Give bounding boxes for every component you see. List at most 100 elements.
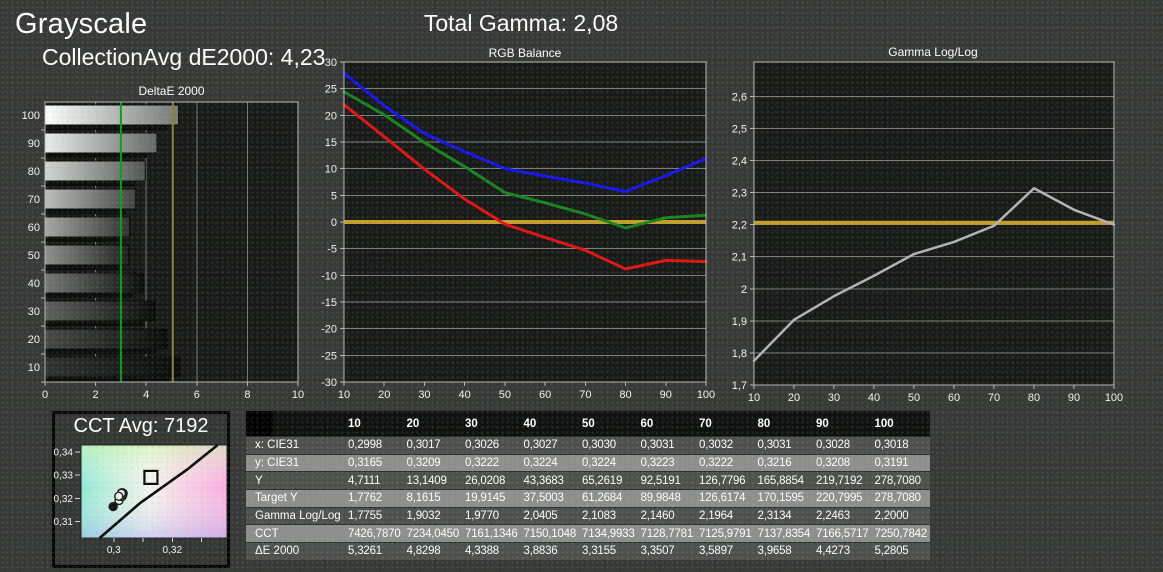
table-row: x: CIE31 0,2998 0,3017 0,3026 0,3027 0,3030 0,… — [246, 436, 930, 454]
table-cell: 0,3031 — [757, 439, 792, 452]
table-cell: 278,7080 — [874, 474, 922, 487]
svg-text:-20: -20 — [321, 324, 337, 336]
svg-text:4: 4 — [143, 389, 149, 401]
svg-text:1,8: 1,8 — [732, 348, 747, 360]
svg-text:10: 10 — [748, 392, 760, 404]
gamma-chart-title: Gamma Log/Log — [888, 45, 978, 59]
svg-text:90: 90 — [28, 138, 40, 150]
table-cell: 0,3209 — [406, 457, 441, 470]
table-cell: 165,8854 — [757, 474, 805, 487]
svg-text:0: 0 — [42, 389, 48, 401]
svg-text:2,5: 2,5 — [732, 123, 747, 135]
table-cell: 0,3165 — [348, 457, 382, 470]
svg-text:0,3: 0,3 — [107, 545, 121, 556]
svg-text:-15: -15 — [321, 297, 337, 309]
svg-text:30: 30 — [418, 389, 430, 401]
table-cell: 19,9145 — [465, 492, 506, 505]
svg-text:0,32: 0,32 — [163, 545, 183, 556]
table-cell: 3,8836 — [523, 545, 558, 558]
row-label: Gamma Log/Log — [255, 510, 341, 523]
table-cell: 0,3017 — [406, 439, 441, 452]
svg-text:70: 70 — [579, 389, 591, 401]
table-cell: 7134,9933 — [582, 527, 635, 540]
svg-text:50: 50 — [499, 389, 511, 401]
table-row: Target Y 1,7762 8,1615 19,9145 37,5003 61,268… — [246, 489, 930, 507]
table-cell: 0,3224 — [582, 457, 616, 470]
svg-text:100: 100 — [1105, 392, 1123, 404]
table-cell: 2,1083 — [582, 510, 616, 523]
row-label: y: CIE31 — [255, 457, 300, 470]
target-white-point-marker — [143, 469, 159, 485]
svg-text:30: 30 — [325, 57, 337, 69]
table-cell: 278,7080 — [874, 492, 922, 505]
svg-text:-5: -5 — [327, 244, 337, 256]
svg-text:70: 70 — [988, 392, 1000, 404]
svg-text:2,1: 2,1 — [732, 252, 747, 264]
column-header: 80 — [757, 417, 771, 430]
table-cell: 4,3388 — [465, 545, 499, 558]
svg-text:80: 80 — [1028, 392, 1040, 404]
table-cell: 7137,8354 — [757, 527, 811, 540]
svg-text:6: 6 — [194, 389, 200, 401]
table-cell: 0,3223 — [640, 457, 675, 470]
total-gamma-label: Total Gamma: 2,08 — [423, 10, 619, 36]
deltae-bar-chart: 0 2 4 6 8 10 100 90 80 70 60 50 40 30 20 10 — [22, 101, 304, 401]
svg-text:-30: -30 — [321, 377, 337, 389]
svg-text:25: 25 — [325, 84, 337, 96]
table-cell: 2,2463 — [816, 510, 850, 523]
table-cell: 3,5897 — [699, 545, 733, 558]
svg-text:90: 90 — [660, 389, 672, 401]
svg-text:10: 10 — [292, 389, 304, 401]
table-cell: 0,3018 — [874, 439, 909, 452]
table-cell: 92,5191 — [640, 474, 681, 487]
table-cell: 0,3027 — [523, 439, 558, 452]
svg-text:2,4: 2,4 — [732, 155, 747, 167]
table-cell: 2,0405 — [523, 510, 558, 523]
cct-avg-label: CCT Avg: 7192 — [73, 415, 209, 437]
svg-text:30: 30 — [28, 306, 40, 318]
table-cell: 1,7755 — [348, 510, 382, 523]
svg-text:5: 5 — [331, 190, 337, 202]
svg-text:2,2: 2,2 — [732, 220, 747, 232]
column-header: 20 — [406, 417, 420, 430]
svg-text:0,31: 0,31 — [54, 517, 74, 528]
svg-text:0,32: 0,32 — [54, 494, 74, 505]
table-cell: 0,3032 — [699, 439, 733, 452]
svg-text:60: 60 — [948, 392, 960, 404]
table-row: Y 4,7111 13,1409 26,0208 43,3683 65,2619 92,51… — [246, 471, 930, 490]
svg-text:1,7: 1,7 — [732, 380, 747, 392]
column-header: 100 — [874, 417, 894, 430]
column-header: 30 — [465, 417, 478, 430]
table-cell: 89,9848 — [640, 492, 681, 505]
svg-text:90: 90 — [1068, 392, 1080, 404]
table-cell: 0,3222 — [465, 457, 499, 470]
gamma-loglog-chart: 2,6 2,5 2,4 2,3 2,2 2,1 2 1,9 1,8 1,710 20 30 40 50 60… — [732, 61, 1123, 404]
table-cell: 2,1964 — [699, 510, 733, 523]
svg-text:0,33: 0,33 — [54, 471, 74, 482]
table-cell: 2,3134 — [757, 510, 792, 523]
svg-text:40: 40 — [28, 278, 40, 290]
table-cell: 13,1409 — [406, 474, 447, 487]
svg-text:10: 10 — [28, 362, 40, 374]
table-cell: 61,2684 — [582, 492, 623, 505]
svg-text:10: 10 — [325, 164, 337, 176]
page-title: Grayscale — [15, 8, 148, 40]
svg-text:2: 2 — [741, 284, 747, 296]
table-cell: 1,7762 — [348, 492, 382, 505]
table-cell: 65,2619 — [582, 474, 623, 487]
table-cell: 3,3155 — [582, 545, 616, 558]
collection-avg-label: CollectionAvg dE2000: 4,23 — [42, 44, 326, 70]
svg-text:70: 70 — [28, 194, 40, 206]
table-cell: 8,1615 — [406, 492, 441, 505]
table-cell: 2,2000 — [874, 510, 909, 523]
column-header: 40 — [523, 417, 537, 430]
table-corner-cell — [246, 411, 273, 436]
column-header: 60 — [640, 417, 654, 430]
svg-text:60: 60 — [539, 389, 551, 401]
svg-text:100: 100 — [697, 389, 715, 401]
column-header: 50 — [582, 417, 595, 430]
table-row: CCT 7426,7870 7234,0450 7161,1346 7150,1048 7… — [246, 524, 930, 543]
deltae-chart-title: DeltaE 2000 — [138, 84, 205, 98]
table-cell: 220,7995 — [816, 492, 863, 505]
